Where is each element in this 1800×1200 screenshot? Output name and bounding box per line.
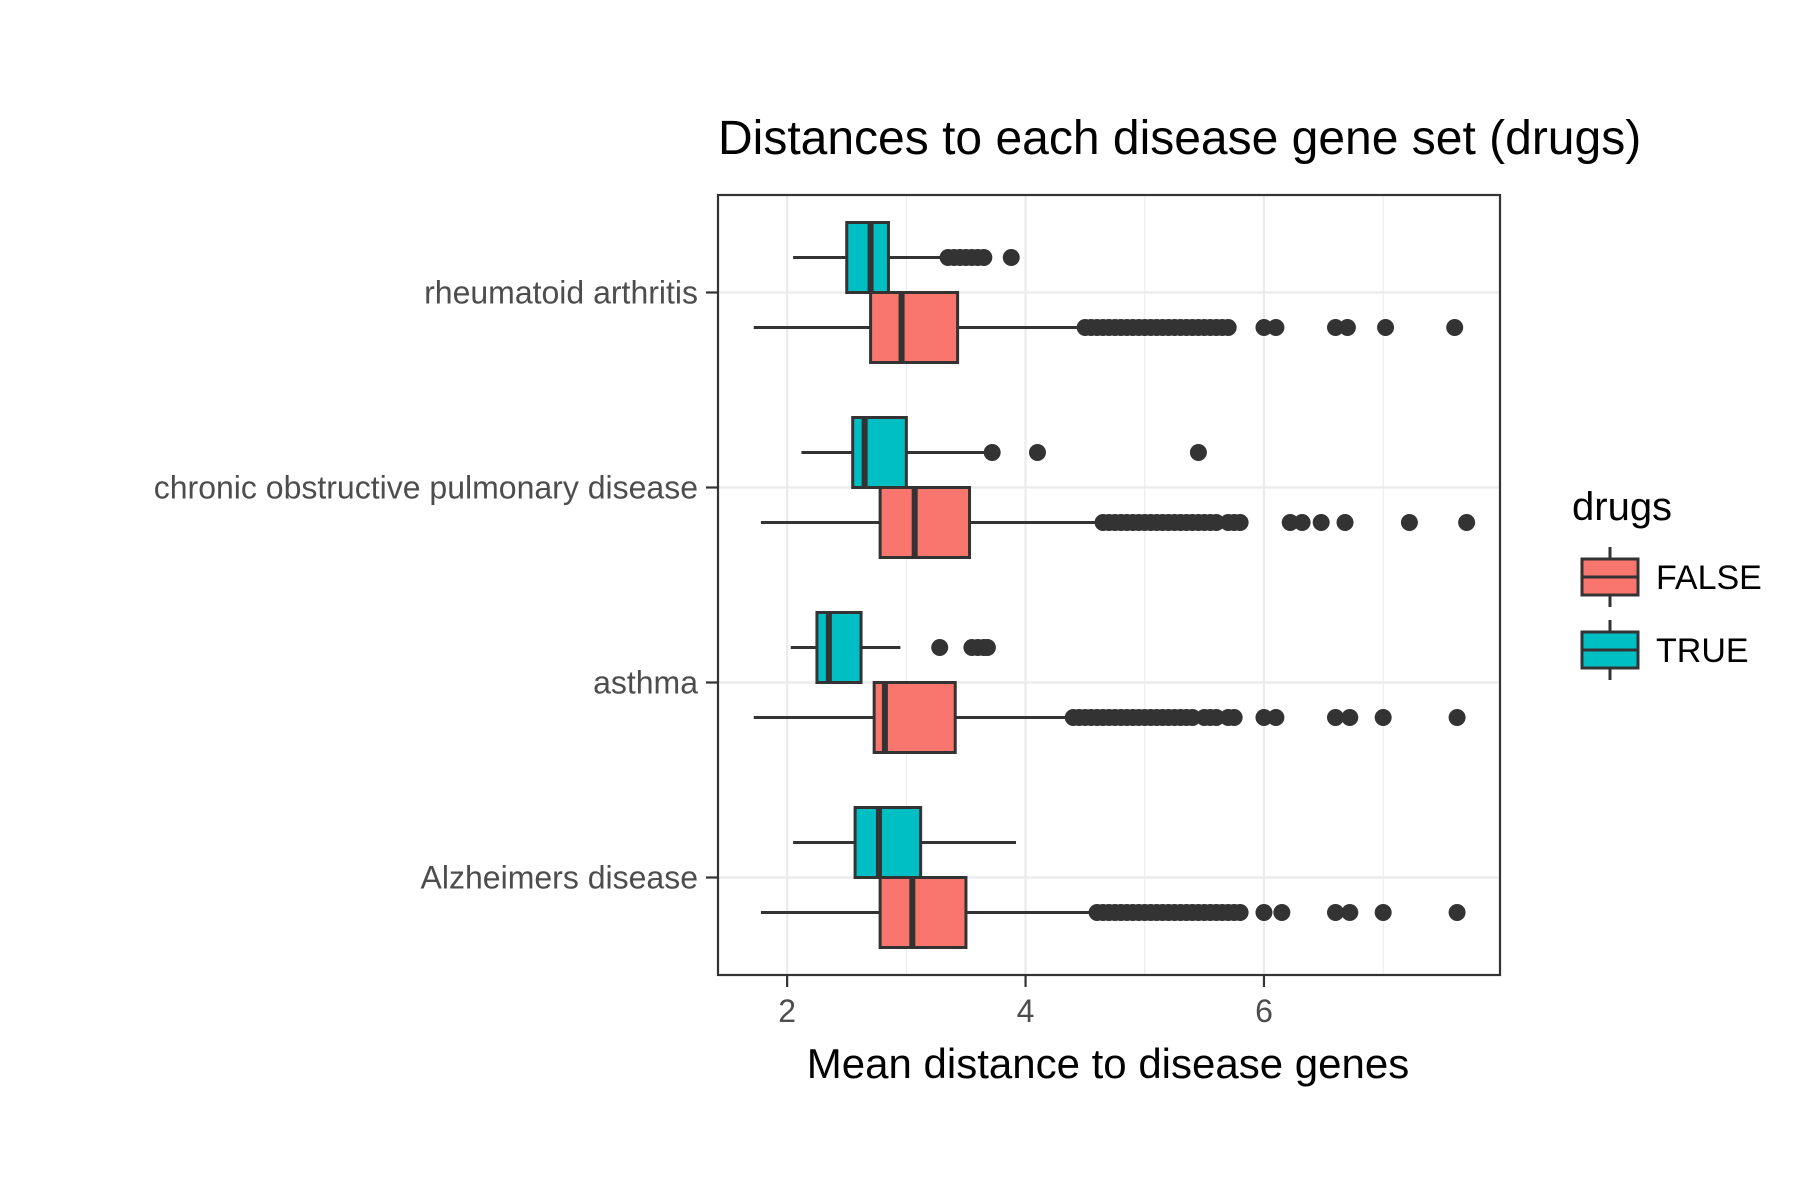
outlier-point: [1183, 709, 1201, 726]
outlier-point: [1341, 904, 1359, 921]
outlier-point: [1293, 514, 1311, 531]
outlier-point: [1231, 514, 1249, 531]
box-iqr: [878, 876, 968, 949]
x-tick-label: 6: [1255, 993, 1273, 1029]
outlier-point: [1267, 709, 1285, 726]
outlier-point: [1225, 709, 1243, 726]
y-tick-label: rheumatoid arthritis: [424, 275, 698, 311]
outlier-point: [1255, 904, 1273, 921]
box-false: [760, 876, 1466, 949]
box-false: [753, 681, 1466, 754]
outlier-point: [1326, 319, 1344, 336]
outlier-point: [1267, 319, 1285, 336]
box-false: [760, 486, 1476, 559]
legend: drugs FALSE TRUE: [1572, 485, 1762, 680]
outlier-point: [1341, 709, 1359, 726]
outlier-point: [1028, 444, 1046, 461]
legend-label-false: FALSE: [1656, 559, 1762, 597]
outlier-point: [1326, 709, 1344, 726]
box-iqr: [869, 291, 960, 364]
outlier-point: [1377, 319, 1395, 336]
panel-border: [716, 193, 1502, 977]
outlier-point: [931, 639, 949, 656]
outlier-point: [1448, 709, 1466, 726]
outlier-point: [1400, 514, 1418, 531]
y-tick-label: Alzheimers disease: [421, 860, 698, 896]
y-tick-label: chronic obstructive pulmonary disease: [154, 470, 698, 506]
chart-title: Distances to each disease gene set (drug…: [718, 112, 1641, 165]
outlier-point: [1255, 319, 1273, 336]
outlier-point: [978, 639, 996, 656]
outlier-point: [1374, 709, 1392, 726]
outlier-point: [1374, 904, 1392, 921]
outlier-point: [1446, 319, 1464, 336]
legend-label-true: TRUE: [1656, 632, 1749, 670]
legend-title: drugs: [1572, 485, 1672, 529]
series-false: [753, 291, 1476, 949]
box-true: [801, 416, 1207, 489]
series-true: [790, 221, 1207, 879]
box-true: [793, 221, 1020, 294]
outlier-point: [1458, 514, 1476, 531]
outlier-point: [1312, 514, 1330, 531]
outlier-point: [1326, 904, 1344, 921]
outlier-point: [1448, 904, 1466, 921]
outlier-point: [1338, 319, 1356, 336]
box-true: [790, 611, 996, 684]
box-iqr: [851, 416, 908, 489]
outlier-point: [983, 444, 1001, 461]
plot-panel: [716, 193, 1502, 977]
x-tick-label: 2: [778, 993, 796, 1029]
outlier-point: [1207, 709, 1225, 726]
box-false: [753, 291, 1464, 364]
outlier-point: [1207, 514, 1225, 531]
outlier-point: [1231, 904, 1249, 921]
outlier-point: [1219, 319, 1237, 336]
box-true: [793, 806, 1017, 879]
outlier-point: [1281, 514, 1299, 531]
y-tick-label: asthma: [593, 665, 698, 701]
box-iqr: [853, 806, 923, 879]
outlier-point: [1336, 514, 1354, 531]
x-axis: 2 4 6: [778, 975, 1273, 1029]
x-tick-label: 4: [1017, 993, 1035, 1029]
x-axis-label: Mean distance to disease genes: [807, 1040, 1409, 1087]
outlier-point: [1255, 709, 1273, 726]
legend-key-false: [1580, 547, 1640, 607]
y-axis: rheumatoid arthritis chronic obstructive …: [154, 275, 718, 896]
outlier-point: [1002, 249, 1020, 266]
legend-key-true: [1580, 620, 1640, 680]
outlier-point: [1273, 904, 1291, 921]
outlier-point: [1189, 444, 1207, 461]
outlier-point: [975, 249, 993, 266]
box-iqr: [878, 486, 972, 559]
box-iqr: [815, 611, 863, 684]
